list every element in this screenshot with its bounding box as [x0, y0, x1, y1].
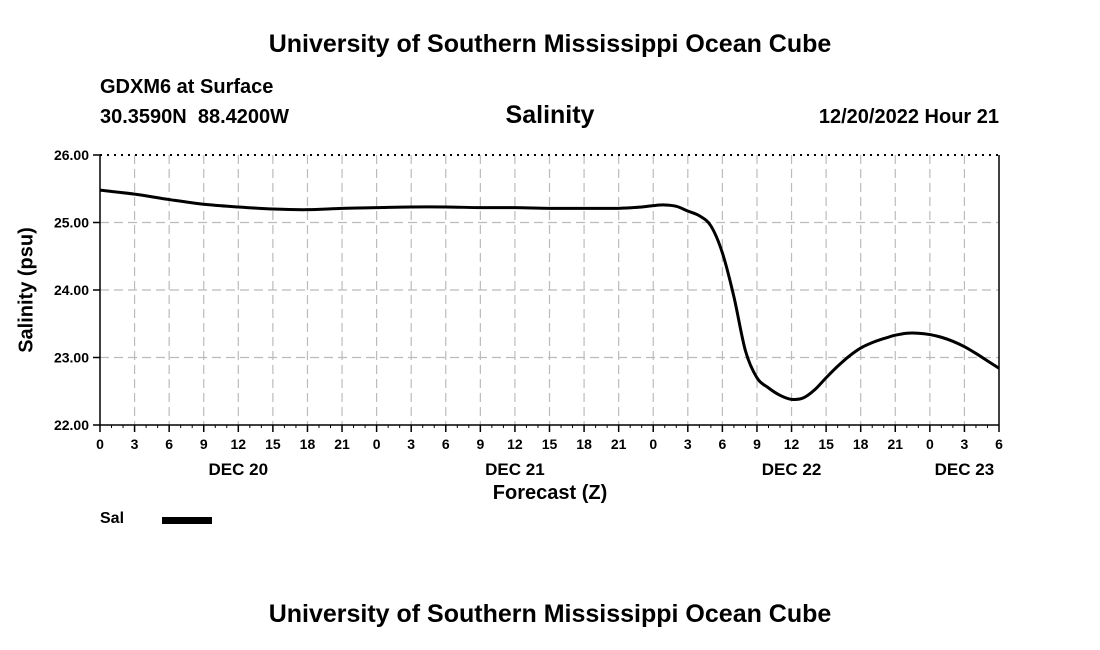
- x-axis-label: Forecast (Z): [492, 482, 608, 504]
- x-tick-label: 6: [995, 436, 1003, 452]
- y-tick-label: 24.00: [54, 282, 89, 298]
- y-axis-label: Salinity (psu): [15, 227, 38, 353]
- x-tick-label: 0: [373, 436, 381, 452]
- x-tick-label: 3: [407, 436, 415, 452]
- x-tick-label: 9: [476, 436, 484, 452]
- x-tick-label: 18: [576, 436, 592, 452]
- x-tick-label: 12: [507, 436, 523, 452]
- y-tick-label: 23.00: [54, 350, 89, 366]
- x-tick-label: 6: [165, 436, 173, 452]
- issued-time-label: 12/20/2022 Hour 21: [818, 106, 999, 128]
- x-tick-label: 3: [131, 436, 139, 452]
- date-label: DEC 21: [485, 460, 545, 479]
- x-tick-label: 9: [753, 436, 761, 452]
- x-tick-label: 3: [684, 436, 692, 452]
- x-tick-label: 0: [649, 436, 657, 452]
- x-tick-label: 21: [611, 436, 627, 452]
- date-label: DEC 22: [762, 460, 822, 479]
- x-tick-label: 3: [961, 436, 969, 452]
- x-tick-label: 18: [853, 436, 869, 452]
- x-tick-label: 0: [96, 436, 104, 452]
- coordinates-label: 30.3590N 88.4200W: [100, 106, 290, 128]
- y-tick-label: 26.00: [54, 147, 89, 163]
- x-tick-label: 12: [784, 436, 800, 452]
- series-line-sal: [99, 188, 1000, 402]
- x-tick-label: 15: [265, 436, 281, 452]
- date-label: DEC 23: [935, 460, 995, 479]
- legend-label-sal: Sal: [100, 510, 125, 527]
- date-label: DEC 20: [209, 460, 269, 479]
- station-label: GDXM6 at Surface: [100, 76, 274, 98]
- x-tick-label: 12: [231, 436, 247, 452]
- legend-swatch-sal: [162, 517, 212, 524]
- y-tick-label: 22.00: [54, 417, 89, 433]
- chart-title: Salinity: [505, 101, 595, 129]
- page-title-bottom: University of Southern Mississippi Ocean…: [268, 600, 832, 628]
- x-tick-label: 15: [818, 436, 834, 452]
- x-tick-label: 18: [300, 436, 316, 452]
- x-tick-label: 0: [926, 436, 934, 452]
- x-tick-label: 9: [200, 436, 208, 452]
- y-tick-label: 25.00: [54, 215, 89, 231]
- x-tick-label: 21: [334, 436, 350, 452]
- page-title-top: University of Southern Mississippi Ocean…: [268, 30, 832, 58]
- x-tick-label: 21: [887, 436, 903, 452]
- x-tick-label: 6: [442, 436, 450, 452]
- x-tick-label: 15: [542, 436, 558, 452]
- x-tick-label: 6: [718, 436, 726, 452]
